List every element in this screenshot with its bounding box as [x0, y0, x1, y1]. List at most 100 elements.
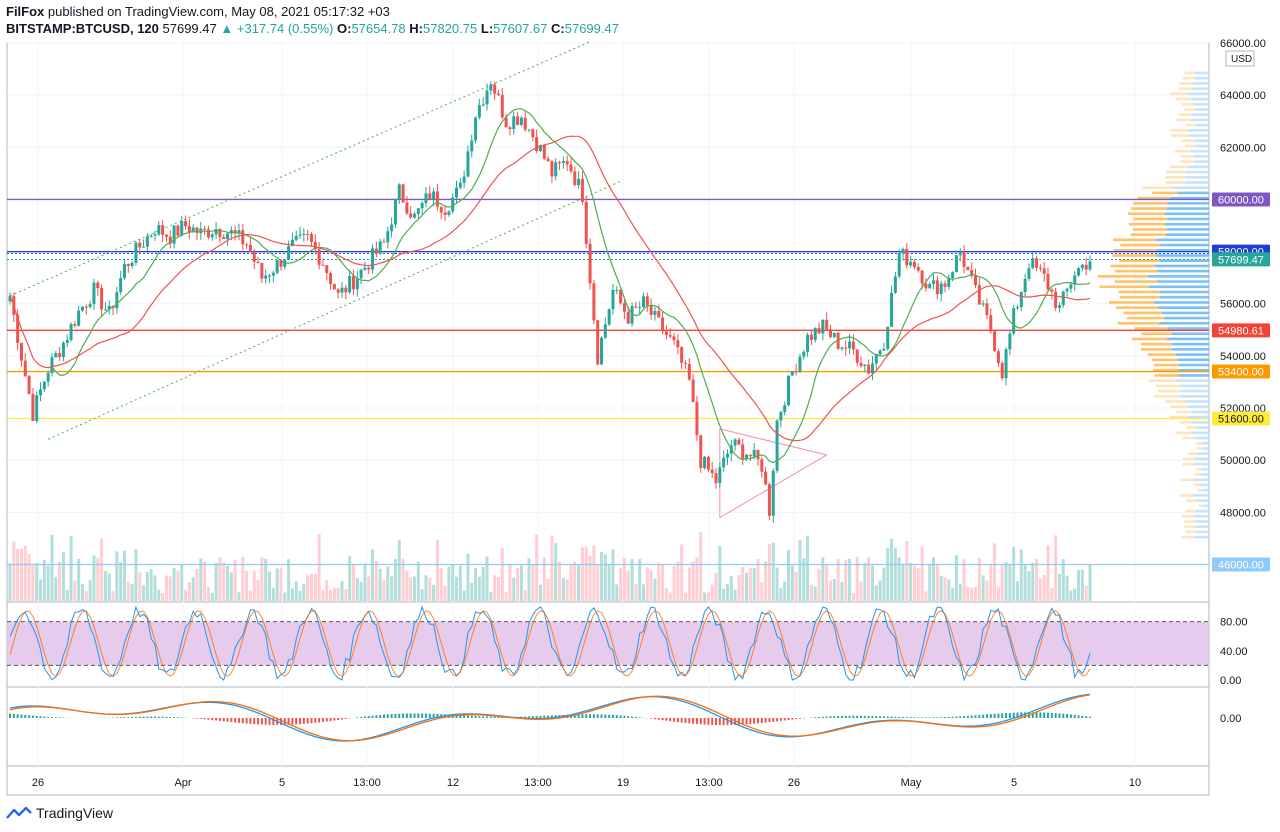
- candle-body: [737, 439, 741, 445]
- price-label-text: 57699.47: [1218, 254, 1264, 266]
- macd-hist-bar: [371, 715, 374, 718]
- candle-body: [527, 129, 531, 131]
- volume-bar: [275, 568, 279, 601]
- vp-bar-up: [1160, 243, 1209, 247]
- candle-body: [680, 347, 684, 363]
- macd-hist-bar: [295, 718, 298, 725]
- macd-hist-bar: [218, 718, 221, 721]
- macd-hist-bar: [459, 715, 462, 718]
- candle-body: [371, 248, 375, 270]
- vp-bar-up: [1185, 170, 1209, 174]
- candle-body: [783, 405, 787, 413]
- candle-body: [477, 105, 481, 118]
- vp-bar-up: [1175, 379, 1209, 382]
- volume-bar: [607, 564, 611, 601]
- stoch-tick-label: 80.00: [1220, 617, 1248, 629]
- vp-bar-down: [1170, 405, 1188, 409]
- candle-body: [382, 241, 386, 243]
- macd-signal-line: [9, 694, 1091, 742]
- vp-bar-up: [1194, 457, 1209, 461]
- tradingview-logo[interactable]: TradingView: [6, 805, 113, 821]
- candle-body: [848, 341, 852, 349]
- macd-hist-bar: [753, 718, 756, 724]
- volume-bar: [298, 590, 302, 601]
- symbol-name[interactable]: BITSTAMP:BTCUSD, 120: [6, 21, 159, 36]
- candle-body: [222, 236, 226, 239]
- price-chart[interactable]: 66000.0064000.0062000.0060000.0058000.00…: [0, 0, 1280, 800]
- candle-body: [271, 272, 275, 276]
- candle-body: [142, 246, 146, 248]
- vp-bar-up: [1157, 269, 1209, 273]
- macd-hist-bar: [623, 715, 626, 718]
- volume-bar: [916, 568, 920, 601]
- candle-body: [706, 456, 710, 470]
- volume-bar: [481, 566, 485, 601]
- candle-body: [279, 260, 283, 267]
- volume-bar: [355, 578, 359, 601]
- candle-body: [325, 265, 329, 274]
- volume-bar: [767, 544, 771, 601]
- macd-hist-bar: [863, 715, 866, 718]
- time-tick-label: 26: [788, 777, 800, 789]
- volume-bar: [496, 577, 500, 601]
- candle-body: [1008, 333, 1012, 350]
- candle-body: [96, 282, 100, 289]
- macd-hist-bar: [848, 715, 851, 718]
- vp-bar-down: [1179, 494, 1193, 497]
- vp-bar-down: [1115, 306, 1158, 309]
- macd-hist-bar: [230, 718, 233, 723]
- volume-bar: [641, 584, 645, 601]
- macd-hist-bar: [291, 718, 294, 725]
- vp-bar-down: [1181, 535, 1194, 539]
- vp-bar-down: [1176, 410, 1192, 414]
- price-label-box: [1212, 364, 1270, 379]
- volume-bar: [260, 557, 264, 601]
- stoch-k-line: [9, 605, 1091, 682]
- vp-bar-up: [1163, 316, 1209, 320]
- volume-bar: [615, 584, 619, 601]
- vp-bar-down: [1099, 285, 1149, 289]
- macd-hist-bar: [203, 718, 206, 720]
- volume-bar: [703, 592, 707, 601]
- vp-bar-down: [1184, 520, 1196, 523]
- volume-bar: [367, 576, 371, 601]
- vp-bar-down: [1165, 181, 1186, 184]
- macd-hist-bar: [1043, 712, 1046, 718]
- macd-hist-bar: [657, 718, 660, 720]
- macd-hist-bar: [756, 718, 759, 724]
- currency-label: USD: [1231, 54, 1252, 65]
- volume-bar: [962, 559, 966, 601]
- vp-bar-down: [1109, 301, 1155, 304]
- macd-hist-bar: [776, 718, 779, 722]
- volume-bar: [290, 588, 294, 601]
- channel-upper: [9, 41, 591, 297]
- volume-bar: [622, 557, 626, 601]
- volume-bar: [302, 583, 306, 601]
- candle-body: [580, 178, 584, 202]
- vp-bar-up: [1185, 181, 1209, 184]
- candle-body: [298, 234, 302, 236]
- candle-body: [508, 127, 512, 130]
- vp-bar-down: [1184, 108, 1196, 111]
- macd-hist-bar: [306, 718, 309, 724]
- candle-body: [367, 267, 371, 270]
- macd-hist-bar: [596, 714, 599, 718]
- candle-body: [481, 104, 485, 106]
- candle-body: [35, 395, 39, 421]
- candle-body: [993, 331, 997, 352]
- volume-bar: [1004, 562, 1008, 601]
- macd-hist-bar: [611, 714, 614, 718]
- volume-bar: [447, 566, 451, 601]
- candle-body: [374, 248, 378, 254]
- vp-bar-down: [1164, 175, 1185, 179]
- vp-bar-up: [1171, 342, 1209, 346]
- vp-bar-down: [1181, 139, 1194, 143]
- candle-body: [947, 277, 951, 287]
- volume-bar: [84, 591, 88, 601]
- candle-body: [275, 260, 279, 273]
- vp-bar-up: [1184, 175, 1209, 179]
- volume-bar: [39, 579, 43, 601]
- candle-body: [970, 270, 974, 276]
- vp-bar-down: [1176, 118, 1192, 122]
- author-name[interactable]: FilFox: [6, 4, 45, 19]
